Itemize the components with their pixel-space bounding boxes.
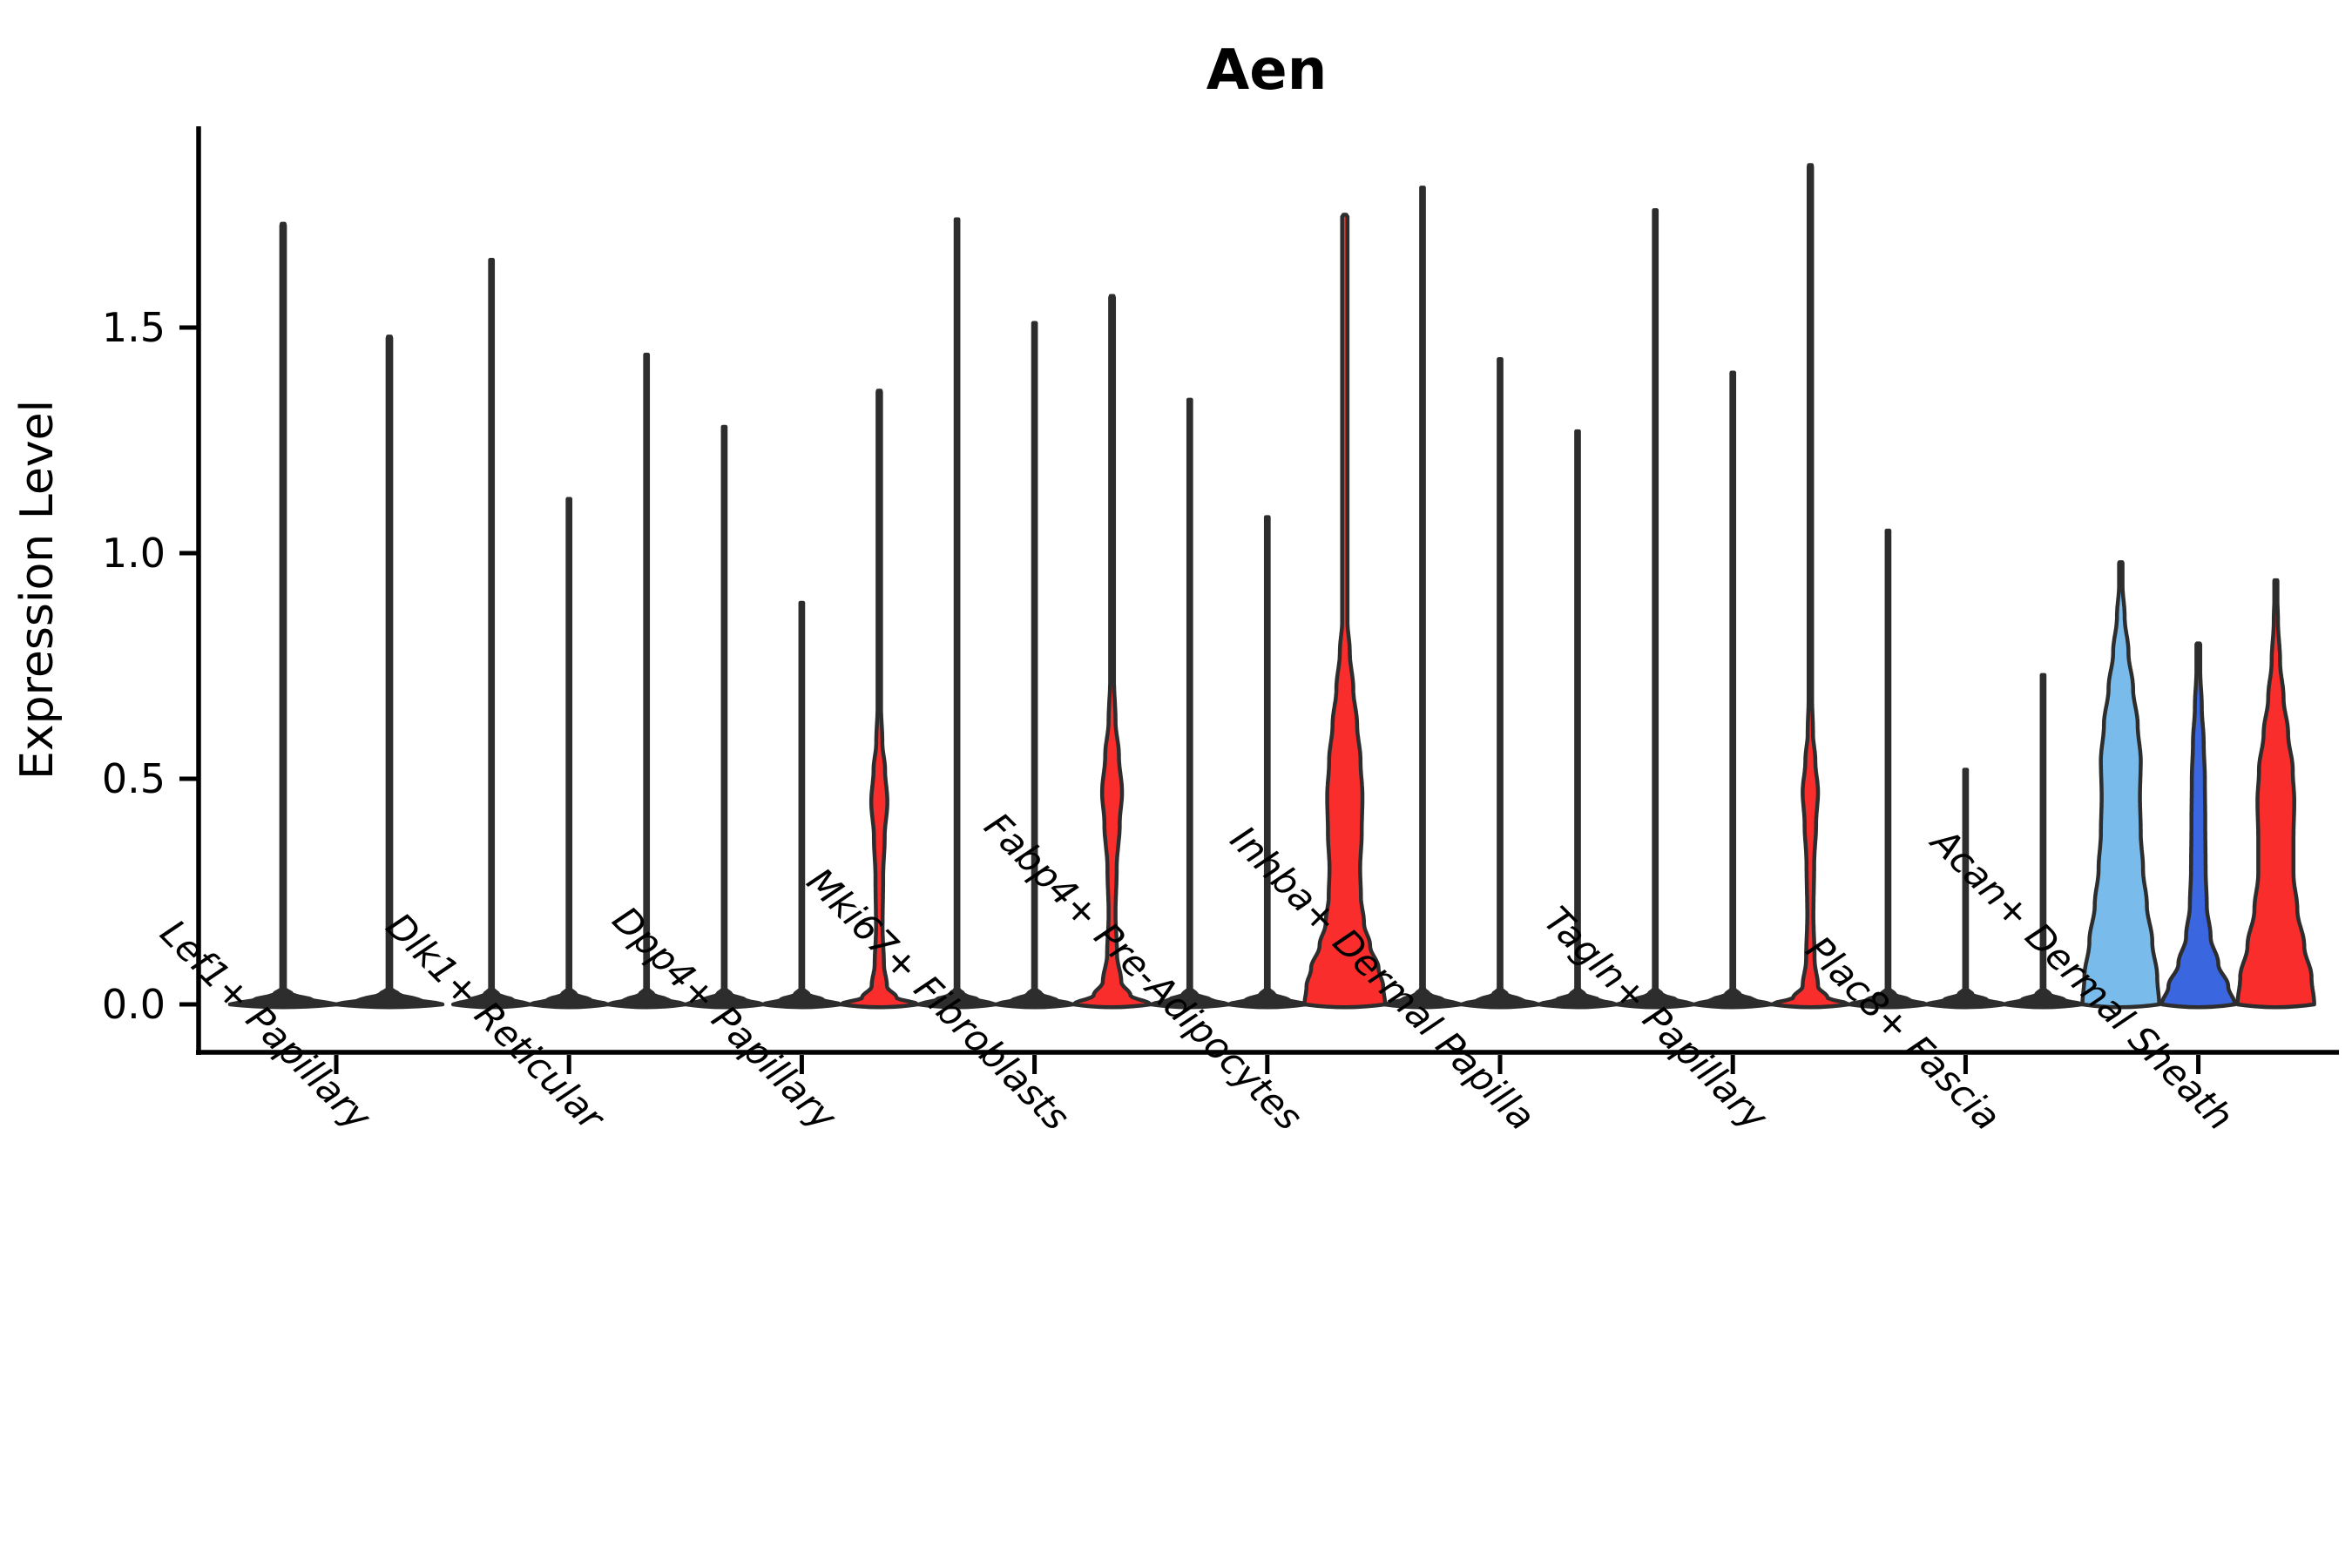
y-tick-label: 0.0 [102,981,166,1028]
violin-4-3 [1071,294,1152,1010]
violin-3-2 [761,600,842,1010]
violin-2-3 [605,352,687,1010]
violin-6-1 [1382,186,1463,1010]
violin-9-3 [2235,578,2316,1010]
violin-8-3 [2003,672,2084,1010]
plot-title: Aen [1206,38,1328,103]
violin-1-1 [227,221,339,1010]
x-tick-label: Dlk1+ Reticular [378,904,614,1140]
violin-5-3 [1302,213,1388,1010]
x-tick-label: Lef1+ Papillary [152,911,381,1139]
violin-9-1 [2080,560,2161,1010]
y-tick-label: 1.5 [102,304,166,351]
y-tick-label: 1.0 [102,530,166,577]
violin-8-1 [1848,528,1929,1010]
violin-7-3 [1769,163,1851,1010]
y-tick-label: 0.5 [102,755,166,802]
violin-5-2 [1227,515,1308,1010]
violin-6-3 [1537,429,1619,1010]
violin-4-2 [994,321,1075,1010]
violin-2-2 [528,497,610,1010]
violin-3-1 [684,424,765,1010]
violin-9-2 [2159,641,2237,1010]
violin-4-1 [916,217,997,1010]
y-axis-label: Expression Level [11,400,64,780]
violin-3-3 [839,389,920,1010]
violin-8-2 [1925,767,2006,1010]
x-tick-label: Plac8+ Fascia [1798,928,2009,1139]
violin-1-2 [334,335,445,1010]
violin-2-1 [450,258,532,1010]
violin-6-2 [1459,357,1541,1010]
violin-7-2 [1692,370,1774,1010]
violin-7-1 [1614,208,1696,1010]
violin-5-1 [1149,397,1231,1010]
